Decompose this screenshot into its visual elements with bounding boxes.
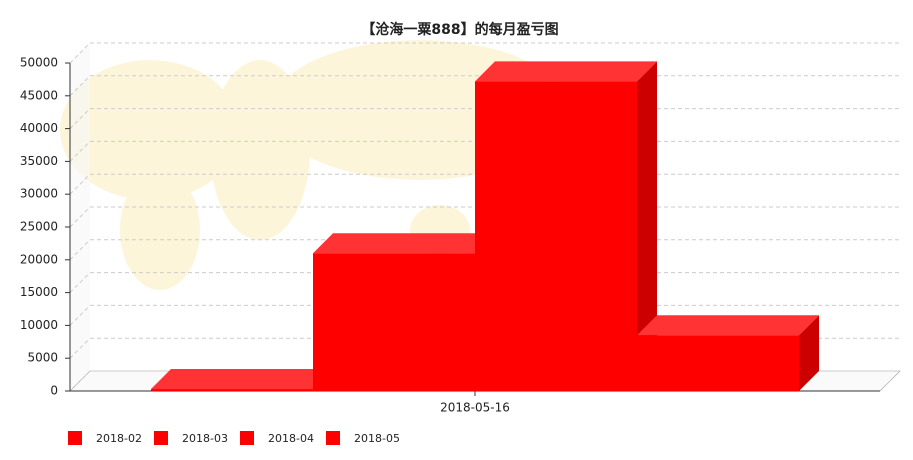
grid-line xyxy=(69,239,91,261)
y-tick-label: 45000 xyxy=(20,88,58,102)
grid-line xyxy=(69,337,91,359)
x-tick-label: 2018-05-16 xyxy=(440,401,510,415)
y-tick-label: 35000 xyxy=(20,154,58,168)
bar xyxy=(475,81,637,392)
y-tick-label: 20000 xyxy=(20,252,58,266)
bar xyxy=(637,335,799,391)
legend-label: 2018-02 xyxy=(96,432,142,445)
y-tick-label: 30000 xyxy=(20,187,58,201)
bar xyxy=(151,389,313,391)
bar-side xyxy=(799,315,819,391)
legend-label: 2018-03 xyxy=(182,432,228,445)
y-tick-label: 40000 xyxy=(20,121,58,135)
bar xyxy=(313,253,475,391)
y-tick-label: 50000 xyxy=(20,56,58,70)
bar-top xyxy=(637,315,819,336)
legend-swatch xyxy=(154,431,168,445)
chart-title: 【沧海一粟888】的每月盈亏图 xyxy=(361,21,558,38)
legend-label: 2018-04 xyxy=(268,432,314,445)
legend-swatch xyxy=(240,431,254,445)
grid-line xyxy=(69,108,91,129)
grid-line xyxy=(69,370,91,392)
y-tick-label: 5000 xyxy=(27,351,58,365)
bar-top xyxy=(151,369,333,390)
y-tick-label: 10000 xyxy=(20,318,58,332)
grid-line xyxy=(69,173,91,195)
grid-line xyxy=(69,42,91,64)
y-tick-label: 25000 xyxy=(20,220,58,234)
y-tick-label: 15000 xyxy=(20,285,58,299)
grid-line xyxy=(69,305,91,326)
legend-swatch xyxy=(326,431,340,445)
bar-top xyxy=(475,61,657,82)
legend-label: 2018-05 xyxy=(354,432,400,445)
grid-line xyxy=(69,206,91,228)
y-tick-label: 0 xyxy=(50,384,58,398)
bar-side xyxy=(637,61,657,391)
grid-line xyxy=(69,272,91,293)
grid-line xyxy=(69,75,91,97)
bar-top xyxy=(313,233,495,254)
grid-line xyxy=(69,141,91,162)
legend-swatch xyxy=(68,431,82,445)
